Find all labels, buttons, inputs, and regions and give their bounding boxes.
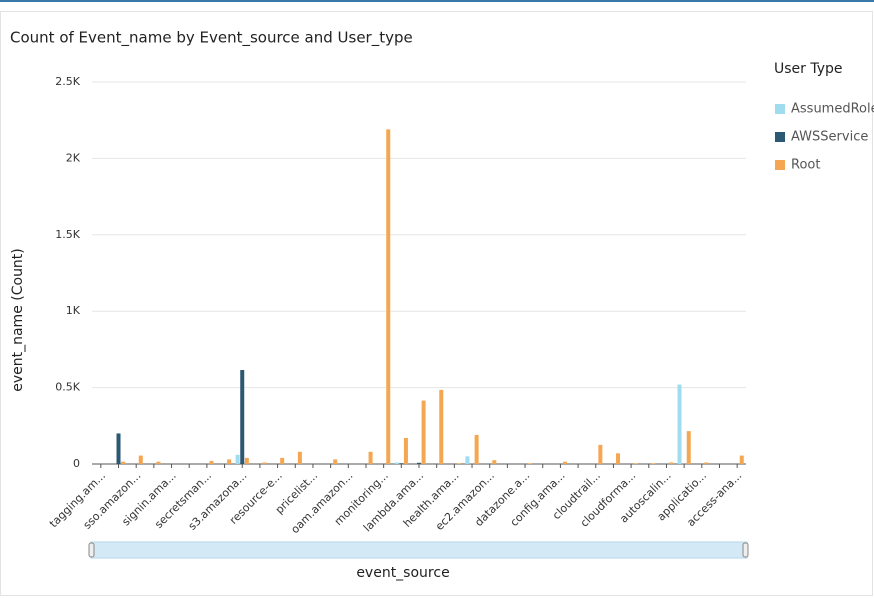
bar [704, 462, 709, 464]
y-tick-label: 1.5K [55, 228, 80, 241]
bar [403, 438, 408, 464]
legend-title: User Type [774, 61, 843, 77]
bar [227, 459, 232, 464]
bar [399, 463, 404, 464]
bar [116, 433, 121, 464]
bar [598, 444, 603, 464]
bar [465, 456, 470, 464]
bar [686, 431, 691, 464]
bar [633, 463, 638, 464]
bar [386, 129, 391, 465]
bar [235, 454, 240, 464]
bar [669, 462, 674, 464]
bar [421, 400, 426, 464]
chart-title: Count of Event_name by Event_source and … [10, 29, 413, 48]
y-tick-label: 2K [66, 151, 81, 164]
legend-label: AWSService [791, 130, 868, 145]
bar [297, 451, 302, 464]
legend-label: Root [791, 158, 820, 173]
bar [244, 457, 249, 464]
y-tick-label: 0.5K [55, 381, 80, 394]
bar [651, 463, 656, 464]
bar [209, 460, 214, 464]
bar [456, 463, 461, 464]
bar [439, 389, 444, 464]
bar [739, 455, 744, 464]
legend-swatch [775, 104, 785, 114]
scroll-handle-left[interactable] [88, 542, 95, 558]
bar [417, 462, 421, 464]
legend-swatch [775, 132, 785, 142]
scroll-handle-right[interactable] [742, 542, 749, 558]
bar [333, 459, 338, 464]
bar [368, 451, 373, 464]
top-bar [0, 0, 874, 2]
bar [474, 434, 479, 464]
bar [492, 460, 497, 464]
bar [563, 461, 568, 464]
y-tick-label: 2.5K [55, 75, 80, 88]
bar [240, 370, 245, 464]
scrollbar[interactable] [90, 541, 748, 559]
x-axis-title: event_source [356, 565, 449, 581]
y-axis-title: event_name (Count) [10, 248, 26, 392]
bar [262, 462, 267, 464]
bar [156, 461, 161, 464]
legend-label: AssumedRole [791, 102, 874, 117]
y-tick-label: 0 [73, 457, 80, 470]
bar [677, 384, 682, 464]
bar [138, 455, 143, 464]
bar [121, 461, 126, 464]
y-tick-label: 1K [66, 304, 81, 317]
bar [280, 457, 285, 464]
card [0, 11, 873, 596]
legend-swatch [775, 160, 785, 170]
bar [616, 453, 621, 464]
bar [394, 462, 399, 464]
bar [527, 463, 532, 464]
